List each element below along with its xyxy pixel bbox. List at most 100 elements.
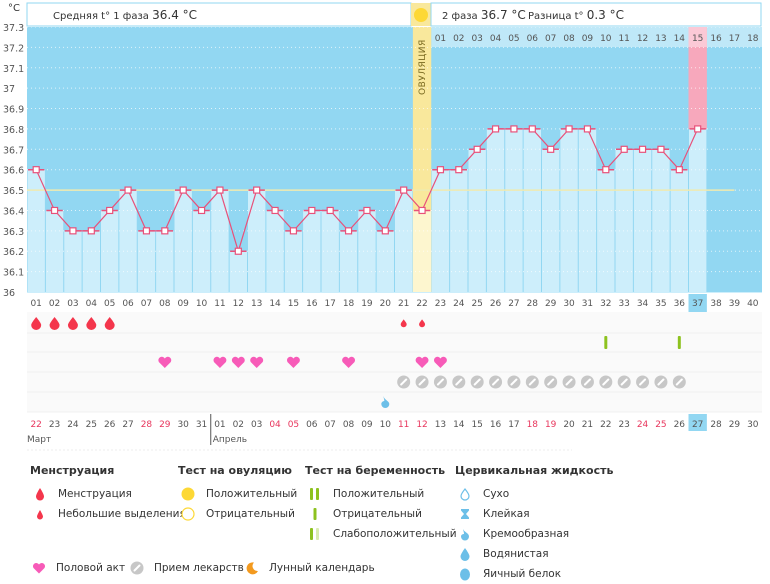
cycle-day-label: 28 (527, 299, 539, 309)
cervical-creamy-icon (381, 396, 390, 408)
cycle-day-label: 14 (269, 299, 281, 309)
calendar-date: 29 (159, 420, 171, 430)
calendar-date: 26 (104, 420, 116, 430)
menstruation-icon (49, 317, 60, 330)
calendar-date: 30 (747, 420, 759, 430)
cycle-day-label: 36 (674, 299, 686, 309)
heart-icon (213, 356, 227, 368)
cycle-day-label: 33 (618, 299, 629, 309)
temperature-point (106, 206, 114, 215)
legend-item: Яичный белок (455, 564, 613, 584)
legend-title: Тест на овуляцию (178, 464, 292, 477)
temperature-point (491, 125, 500, 133)
pregnancy-weak-positive-icon (305, 527, 325, 541)
dpo-label: 05 (508, 34, 519, 44)
calendar-date: 06 (306, 420, 318, 430)
heart-icon (250, 356, 264, 368)
cervical-dry-icon (455, 487, 475, 501)
blood-drop-icon (30, 487, 50, 501)
y-tick-label: 36.3 (3, 227, 24, 238)
temperature-bar (101, 210, 119, 292)
cycle-day-label: 08 (159, 299, 171, 309)
calendar-date: 28 (141, 420, 153, 430)
temperature-point (418, 206, 426, 215)
pill-icon-mark (565, 378, 573, 386)
temperature-bar (229, 251, 247, 292)
menstruation-icon (86, 317, 97, 330)
y-tick-label: 36.8 (3, 125, 24, 136)
temperature-point (620, 145, 628, 153)
cycle-day-label: 06 (122, 299, 134, 309)
cycle-day-label: 34 (637, 299, 649, 309)
temperature-point (436, 166, 445, 174)
cycle-day-label: 20 (380, 299, 392, 309)
temperature-bar (339, 230, 358, 292)
temperature-bar (468, 149, 486, 292)
temperature-point (161, 227, 169, 235)
temperature-bar (321, 210, 339, 292)
calendar-date: 23 (618, 420, 629, 430)
pill-icon-mark (620, 378, 628, 386)
y-tick-label: 36.5 (3, 186, 24, 197)
temperature-bar (119, 190, 137, 292)
temperature-bar (64, 230, 82, 292)
diff-label: Разница t° 0.3 °C (528, 8, 624, 22)
temperature-point (565, 125, 573, 133)
phase2-label: 2 фаза 36.7 °C (442, 8, 526, 22)
cycle-day-label: 37 (692, 299, 703, 309)
calendar-date: 08 (343, 420, 355, 430)
temperature-bar (174, 190, 192, 292)
temperature-bar (542, 149, 560, 292)
pill-icon-mark (436, 378, 444, 386)
calendar-date: 01 (214, 420, 225, 430)
dpo-label: 02 (453, 34, 464, 44)
calendar-date: 07 (324, 420, 335, 430)
cervical-sticky-icon (455, 507, 475, 521)
heart-icon (286, 356, 300, 368)
legend-item: Отрицательный (305, 504, 457, 524)
cycle-day-label: 07 (141, 299, 152, 309)
temperature-bar (431, 169, 450, 292)
cycle-day-label: 32 (600, 299, 611, 309)
pill-icon (128, 561, 146, 575)
legend-item: Слабоположительный (305, 524, 457, 544)
y-tick-label: 36.4 (3, 206, 24, 217)
cycle-day-label: 24 (453, 299, 465, 309)
pregnancy-positive-icon (305, 487, 325, 501)
cycle-day-label: 40 (747, 299, 759, 309)
calendar-date: 25 (655, 420, 666, 430)
plot-background (27, 27, 762, 292)
temperature-bar (652, 149, 670, 292)
temperature-point (308, 206, 316, 215)
cycle-day-label: 30 (563, 299, 575, 309)
legend-cervical: Цервикальная жидкость Сухо Клейкая Кремо… (455, 464, 613, 584)
y-tick-label: 36 (3, 288, 15, 299)
temperature-point (87, 227, 95, 235)
cycle-day-label: 31 (582, 299, 593, 309)
legend-item: Положительный (305, 484, 457, 504)
cycle-day-label: 39 (729, 299, 741, 309)
pill-icon-mark (657, 378, 665, 386)
dpo-label: 08 (563, 34, 575, 44)
temperature-point (326, 206, 334, 215)
cervical-creamy-icon (455, 527, 475, 541)
cycle-day-label: 16 (306, 299, 318, 309)
cycle-day-label: 01 (30, 299, 41, 309)
legend-intercourse: Половой акт (30, 561, 125, 575)
cervical-eggwhite-icon (455, 567, 475, 581)
cycle-day-label: 35 (655, 299, 666, 309)
legend-item: Водянистая (455, 544, 613, 564)
dpo-label: 03 (471, 34, 482, 44)
legend-item: Положительный (178, 484, 297, 504)
cycle-day-label: 12 (233, 299, 244, 309)
temperature-point (289, 227, 298, 235)
cycle-day-label: 19 (361, 299, 373, 309)
pill-icon-mark (602, 378, 610, 386)
dpo-label: 14 (674, 34, 686, 44)
temperature-point (528, 125, 536, 133)
small-drop-icon (30, 507, 50, 521)
temperature-bar (248, 190, 266, 292)
temperature-bar (633, 149, 652, 292)
dpo-label: 12 (637, 34, 648, 44)
heart-icon (433, 356, 447, 368)
